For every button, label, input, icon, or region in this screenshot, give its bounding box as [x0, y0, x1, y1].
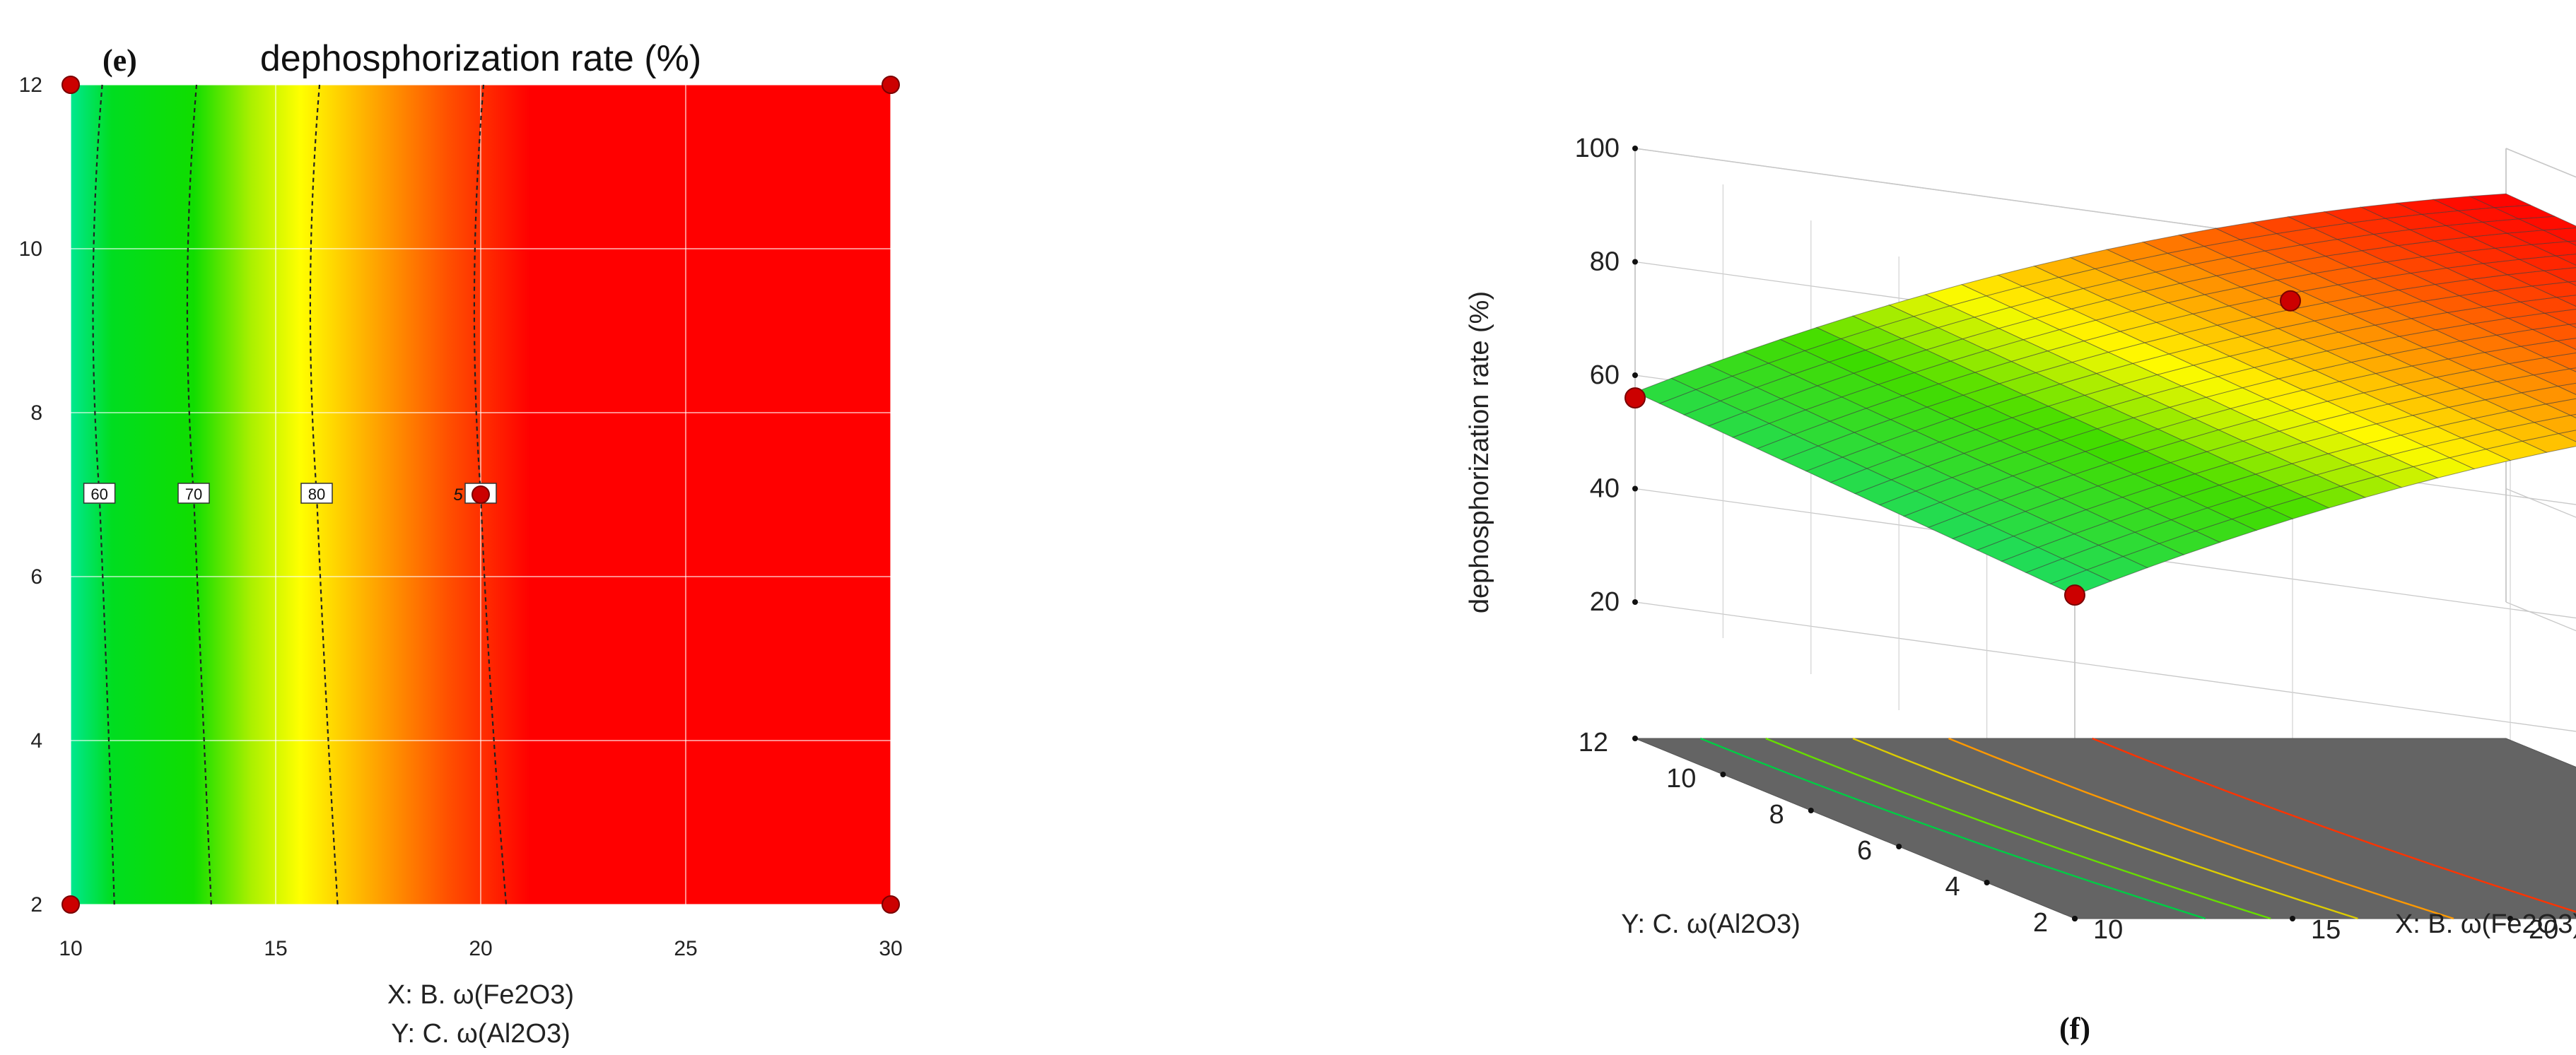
floor-contour-lines: [1699, 737, 2576, 920]
surface-floor: [1634, 738, 2576, 919]
surface-design-point: [1624, 387, 1646, 409]
x-tick-label: 25: [674, 937, 697, 960]
z-tick-mark: [1632, 146, 1638, 151]
contour-x-axis-label: X: B. ω(Fe2O3): [387, 980, 574, 1010]
design-point: [882, 76, 900, 94]
design-points: 5: [62, 76, 900, 914]
y-tick-label: 10: [1666, 764, 1696, 794]
floor-contour: [1699, 737, 2206, 920]
x-tick-label: 10: [59, 937, 82, 960]
y-tick-mark: [1808, 808, 1814, 813]
x-tick-label: 30: [879, 937, 902, 960]
panel-label-f: (f): [2059, 1011, 2090, 1046]
contour-label: 60: [90, 485, 107, 503]
contour-label-box: [177, 483, 210, 504]
z-gridline: [1634, 488, 2576, 619]
y-tick-mark: [1896, 844, 1902, 849]
floor-contour: [1948, 737, 2454, 920]
surface-tick-labels: 20406080100246810121015202530: [1575, 134, 2559, 945]
contour-label-box: [300, 483, 333, 504]
x-tick-mark: [2290, 916, 2295, 921]
design-point: [472, 485, 490, 504]
design-point: [882, 895, 900, 914]
z-tick-label: 100: [1575, 134, 1620, 163]
z-tick-mark: [1632, 259, 1638, 265]
contour-y-axis-label: Y: C. ω(Al2O3): [391, 1019, 570, 1049]
y-tick-label: 8: [30, 401, 42, 425]
z-tick-label: 20: [1590, 587, 1620, 617]
y-tick-label: 6: [1857, 836, 1872, 866]
floor-contour: [2092, 737, 2576, 913]
surface-patch: [1634, 377, 1697, 404]
surface-y-axis-label: Y: C. ω(Al2O3): [1621, 909, 1801, 939]
z-tick-label: 80: [1590, 247, 1620, 277]
y-tick-mark: [1632, 736, 1638, 741]
z-tick-label: 60: [1590, 360, 1620, 390]
floor-contour: [1765, 737, 2271, 920]
z-gridline: [1634, 601, 2576, 732]
contour-title: dephosphorization rate (%): [260, 38, 701, 79]
surface-design-point: [2064, 584, 2085, 606]
z-tick-mark: [1632, 599, 1638, 605]
contour-label-box: [83, 483, 116, 504]
x-tick-label: 15: [2311, 915, 2341, 945]
surface-design-point: [2280, 290, 2301, 312]
z-gridline: [2505, 488, 2576, 518]
x-tick-label: 15: [264, 937, 287, 960]
z-tick-label: 40: [1590, 474, 1620, 504]
z-tick-mark: [1632, 372, 1638, 378]
z-tick-mark: [1632, 485, 1638, 492]
x-tick-label: 10: [2093, 915, 2123, 945]
surface-z-axis-label: dephosphorization rate (%): [1465, 291, 1494, 613]
y-tick-label: 2: [30, 893, 42, 917]
y-tick-mark: [1984, 880, 1990, 885]
y-tick-label: 4: [1945, 872, 1960, 902]
surface-x-axis-label: X: B. ω(Fe2O3): [2395, 909, 2576, 939]
center-point-count: 5: [453, 485, 463, 505]
x-tick-label: 20: [469, 937, 492, 960]
design-point: [62, 76, 80, 94]
y-tick-label: 8: [1769, 800, 1784, 830]
y-tick-label: 12: [19, 73, 42, 97]
design-point: [62, 895, 80, 914]
contour-tick-labels: 10 15 20 25 30 2 4 6 8 10 12: [19, 73, 903, 960]
y-tick-label: 6: [30, 565, 42, 589]
x-tick-mark: [2507, 916, 2513, 921]
y-tick-label: 4: [30, 729, 42, 753]
x-tick-mark: [2072, 916, 2078, 921]
panel-label-e: (e): [103, 43, 137, 78]
surface-design-points: [1624, 290, 2301, 606]
y-tick-mark: [1720, 772, 1726, 777]
response-surface: [1634, 193, 2576, 596]
x-tick-label: 20: [2529, 915, 2558, 945]
y-tick-label: 12: [1579, 728, 1608, 758]
contour-label: 70: [185, 485, 202, 503]
surface-plot-panel: 20406080100246810121015202530 dephosphor…: [1465, 134, 2576, 1046]
y-tick-label: 10: [19, 237, 42, 261]
contour-label: 80: [308, 485, 325, 503]
floor-contour: [1852, 737, 2358, 920]
y-tick-label: 2: [2033, 908, 2048, 938]
